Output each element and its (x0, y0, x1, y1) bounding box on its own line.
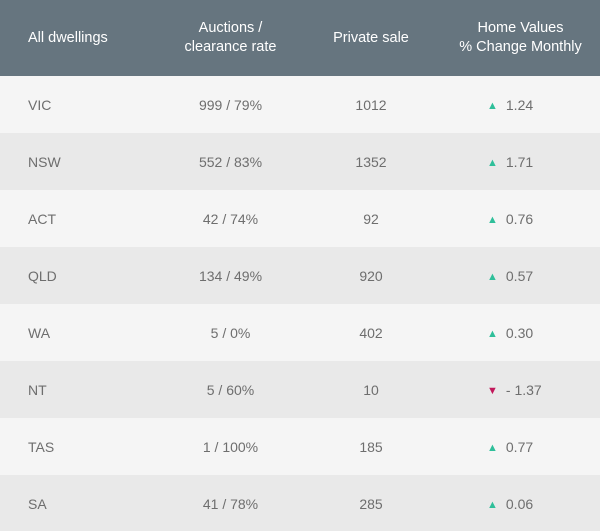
triangle-up-icon: ▲ (487, 213, 498, 226)
change-value: 0.30 (505, 324, 534, 341)
auctions-cell: 552 / 83% (198, 153, 263, 170)
auctions-cell: 42 / 74% (202, 210, 259, 227)
triangle-up-icon: ▲ (487, 156, 498, 169)
private-sale-cell: 1012 (355, 96, 387, 113)
triangle-up-icon: ▲ (487, 270, 498, 283)
auctions-cell: 1 / 100% (202, 438, 259, 455)
private-sale-cell: 185 (359, 438, 383, 455)
table-body: VIC 999 / 79% 1012 ▲ 1.24 NSW 552 / 83% 1… (0, 76, 600, 531)
triangle-up-icon: ▲ (487, 498, 498, 511)
private-sale-cell: 10 (363, 381, 379, 398)
table-row: VIC 999 / 79% 1012 ▲ 1.24 (0, 76, 600, 133)
private-sale-cell: 92 (363, 210, 379, 227)
table-row: QLD 134 / 49% 920 ▲ 0.57 (0, 247, 600, 304)
private-sale-cell: 285 (359, 495, 383, 512)
table-row: TAS 1 / 100% 185 ▲ 0.77 (0, 418, 600, 475)
auctions-cell: 5 / 0% (210, 324, 251, 341)
auctions-cell: 41 / 78% (202, 495, 259, 512)
change-value: 0.77 (505, 438, 534, 455)
change-value: 1.24 (505, 96, 534, 113)
change-value: 0.06 (505, 495, 534, 512)
home-values-cell: ▲ 0.30 (441, 304, 600, 361)
header-row: All dwellings Auctions / clearance rate P… (0, 0, 600, 76)
header-private-sale: Private sale (333, 29, 409, 46)
table-row: WA 5 / 0% 402 ▲ 0.30 (0, 304, 600, 361)
private-sale-cell: 920 (359, 267, 383, 284)
auctions-cell: 5 / 60% (206, 381, 255, 398)
state-cell: ACT (28, 210, 56, 227)
auctions-cell: 999 / 79% (198, 96, 263, 113)
change-value: - 1.37 (505, 381, 542, 398)
header-all-dwellings: All dwellings (28, 29, 108, 46)
table-row: NSW 552 / 83% 1352 ▲ 1.71 (0, 133, 600, 190)
header-auctions: Auctions / clearance rate (184, 20, 277, 55)
table-row: SA 41 / 78% 285 ▲ 0.06 (0, 475, 600, 531)
home-values-cell: ▲ 0.57 (441, 247, 600, 304)
state-cell: NSW (28, 153, 61, 170)
triangle-up-icon: ▲ (487, 441, 498, 454)
change-value: 0.57 (505, 267, 534, 284)
table-row: ACT 42 / 74% 92 ▲ 0.76 (0, 190, 600, 247)
home-values-cell: ▲ 0.77 (441, 418, 600, 475)
state-cell: NT (28, 381, 47, 398)
change-value: 0.76 (505, 210, 534, 227)
state-cell: VIC (28, 96, 52, 113)
home-values-cell: ▲ 1.71 (441, 133, 600, 190)
home-values-cell: ▲ 1.24 (441, 76, 600, 133)
change-value: 1.71 (505, 153, 534, 170)
home-values-cell: ▲ 0.76 (441, 190, 600, 247)
home-values-cell: ▼ - 1.37 (441, 361, 600, 418)
table-header: All dwellings Auctions / clearance rate P… (0, 0, 600, 76)
triangle-down-icon: ▼ (487, 384, 498, 397)
state-cell: QLD (28, 267, 57, 284)
state-cell: SA (28, 495, 47, 512)
header-home-values: Home Values% Change Monthly (459, 20, 582, 55)
table-row: NT 5 / 60% 10 ▼ - 1.37 (0, 361, 600, 418)
state-cell: TAS (28, 438, 55, 455)
home-values-cell: ▲ 0.06 (441, 475, 600, 531)
state-cell: WA (28, 324, 51, 341)
private-sale-cell: 1352 (355, 153, 387, 170)
auctions-cell: 134 / 49% (198, 267, 263, 284)
triangle-up-icon: ▲ (487, 99, 498, 112)
triangle-up-icon: ▲ (487, 327, 498, 340)
private-sale-cell: 402 (359, 324, 383, 341)
